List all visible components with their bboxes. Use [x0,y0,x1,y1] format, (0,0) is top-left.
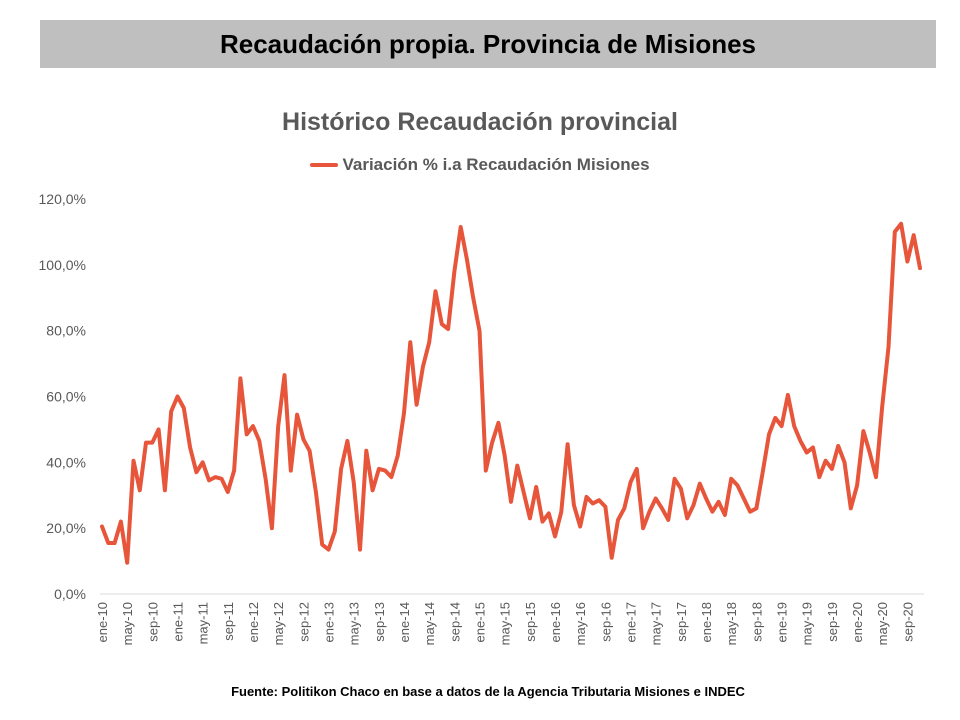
x-tick-label: ene-12 [246,602,261,642]
legend-swatch [310,163,339,167]
x-tick-label: ene-18 [699,602,714,642]
x-tick-label: ene-14 [397,602,412,642]
x-tick-label: ene-10 [95,602,110,642]
x-tick-label: may-10 [120,602,135,645]
x-tick-label: sep-14 [447,602,462,642]
chart-legend: Variación % i.a Recaudación Misiones [0,155,960,175]
y-tick-label: 60,0% [46,389,86,405]
x-tick-label: may-14 [422,602,437,645]
x-tick-label: may-11 [196,602,211,644]
x-tick-label: may-17 [649,602,664,645]
x-tick-label: sep-19 [825,602,840,642]
x-tick-label: sep-15 [523,602,538,642]
x-tick-label: ene-15 [473,602,488,642]
x-tick-label: ene-13 [322,602,337,642]
x-tick-label: sep-11 [221,602,236,641]
x-tick-label: sep-16 [598,602,613,642]
x-tick-label: may-12 [271,602,286,645]
x-tick-label: ene-16 [548,602,563,642]
y-tick-label: 0,0% [54,586,86,602]
x-tick-label: may-19 [800,602,815,645]
legend-label: Variación % i.a Recaudación Misiones [342,155,650,174]
page-title: Recaudación propia. Provincia de Misione… [219,28,757,59]
source-note: Fuente: Politikon Chaco en base a datos … [231,684,745,699]
chart-title: Histórico Recaudación provincial [282,108,678,136]
x-tick-label: may-13 [347,602,362,645]
x-tick-label: ene-11 [171,602,186,642]
x-tick-label: may-20 [875,602,890,645]
x-tick-label: may-16 [573,602,588,645]
x-tick-label: ene-20 [850,602,865,642]
x-tick-label: ene-17 [624,602,639,642]
y-tick-label: 120,0% [39,191,86,207]
x-tick-label: may-15 [498,602,513,645]
x-tick-label: sep-20 [900,602,915,642]
x-tick-label: sep-12 [296,602,311,642]
title-banner: Recaudación propia. Provincia de Misione… [40,20,936,68]
x-tick-label: sep-10 [145,602,160,642]
x-tick-label: sep-17 [674,602,689,642]
y-tick-label: 80,0% [46,323,86,339]
y-tick-label: 40,0% [46,454,86,470]
x-tick-label: sep-18 [749,602,764,642]
x-tick-label: sep-13 [372,602,387,642]
series-line [100,221,922,565]
x-tick-label: may-18 [724,602,739,645]
y-tick-label: 100,0% [39,257,86,273]
x-tick-label: ene-19 [775,602,790,642]
y-tick-label: 20,0% [46,520,86,536]
